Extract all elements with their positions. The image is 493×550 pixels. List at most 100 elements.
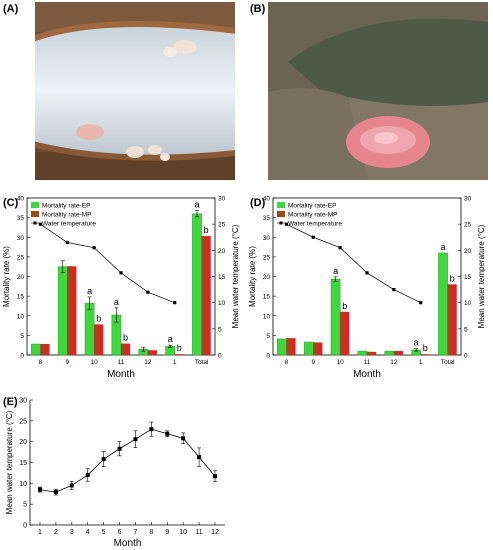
x-tick-label: 4 [86,529,90,536]
y-axis-label: Mortality rate (%) [248,246,257,307]
x-axis-label: Month [107,369,135,380]
y-tick-label: 15 [17,294,25,301]
y-tick-label: 30 [17,235,25,242]
significance-letter: a [114,297,119,307]
significance-letter: a [168,334,173,344]
y2-tick-label: 5 [218,326,222,333]
y2-tick-label: 25 [218,222,226,229]
line-water-temperature [40,223,175,303]
bar-ep [31,343,41,356]
panel-label-d: (D) [250,197,266,209]
x-tick-label: Total [195,359,209,366]
bar-mp-shade [40,344,45,355]
y2-tick-label: 0 [218,353,222,360]
x-tick-label: 1 [38,529,42,536]
line-point [38,222,43,226]
legend-swatch-ep [31,202,39,208]
photo-fish-lesions-art [35,2,235,180]
photo-fish-lesions [35,2,235,180]
bar-mp [447,284,457,355]
line-point [38,487,42,492]
x-tick-label: 7 [134,529,138,536]
bar-ep [438,252,448,356]
x-tick-label: 1 [419,359,423,366]
bar-mp-shade [94,324,99,355]
x-tick-label: 10 [179,529,187,536]
bar-mp [40,344,50,355]
bar-mp [340,311,350,355]
y-tick-label: 5 [20,333,24,340]
bar-ep [192,213,202,356]
line-point [197,455,202,460]
bar-mp-shade [367,351,372,355]
line-point [85,473,90,477]
panel-label-c: (C) [3,197,19,209]
y-tick-label: 15 [263,294,271,301]
x-tick-label: 2 [54,529,58,536]
y-tick-label: 30 [263,235,271,242]
x-tick-label: 10 [337,359,345,366]
significance-letter: b [96,313,101,323]
bar-mp-shade [313,342,318,355]
line-point [69,483,74,488]
x-tick-label: Total [441,359,455,366]
bar-mp-shade [420,354,425,355]
x-tick-label: 8 [285,359,289,366]
x-tick-label: 12 [390,359,398,366]
significance-letter: a [194,200,199,210]
panel-label-e: (E) [3,396,18,408]
y-tick-label: 20 [263,274,271,281]
line-point [133,437,138,442]
legend-label-temperature: Water temperature [288,221,342,228]
x-tick-label: 10 [91,359,99,366]
significance-letter: a [414,338,419,348]
y-tick-label: 0 [23,523,27,530]
y-tick-label: 25 [17,254,25,261]
x-tick-label: 5 [102,529,106,536]
line-point [146,290,150,294]
significance-letter: a [333,266,338,276]
y-tick-label: 5 [266,333,270,340]
x-tick-label: 11 [364,359,371,366]
photo-fish-organ [268,2,488,180]
x-axis-label: Month [353,369,381,380]
significance-letter: b [177,343,182,353]
legend-label-ep: Mortality rate-EP [288,203,336,210]
bar-mp [313,342,323,355]
legend-label-ep: Mortality rate-EP [42,203,90,210]
legend-swatch-mp [31,211,39,217]
bar-ep [57,266,68,356]
y-tick-label: 20 [17,274,25,281]
line-point [92,246,96,250]
line-point [284,222,289,226]
line-point [101,457,106,462]
bar-mp [147,350,157,355]
legend-line-marker [279,221,283,225]
x-tick-label: 9 [311,359,315,366]
x-axis-label: Month [114,538,142,549]
panel-label-a: (A) [3,3,19,15]
line-water-temperature [286,223,421,303]
x-tick-label: 9 [65,359,69,366]
y-tick-label: 20 [19,439,27,446]
y-tick-label: 10 [17,313,25,320]
bar-mp [67,266,77,355]
line-point [213,474,217,479]
y2-axis-label: Mean water temperature (°C) [231,224,240,328]
x-tick-label: 9 [165,529,169,536]
y-tick-label: 30 [19,398,27,405]
bar-mp [94,324,104,355]
bar-mp-shade [447,284,452,355]
bar-mp-shade [286,338,291,355]
y2-tick-label: 20 [218,248,226,255]
y-axis-label: Mortality rate (%) [2,246,11,307]
x-tick-label: 11 [195,529,202,536]
legend-swatch-ep [277,202,285,208]
y2-tick-label: 0 [464,353,468,360]
line-point [149,427,154,432]
y-tick-label: 40 [17,196,25,203]
photo-fish-organ-art [268,2,488,180]
bar-ep [84,302,95,356]
y2-tick-label: 20 [464,248,472,255]
y-tick-label: 5 [23,502,27,509]
